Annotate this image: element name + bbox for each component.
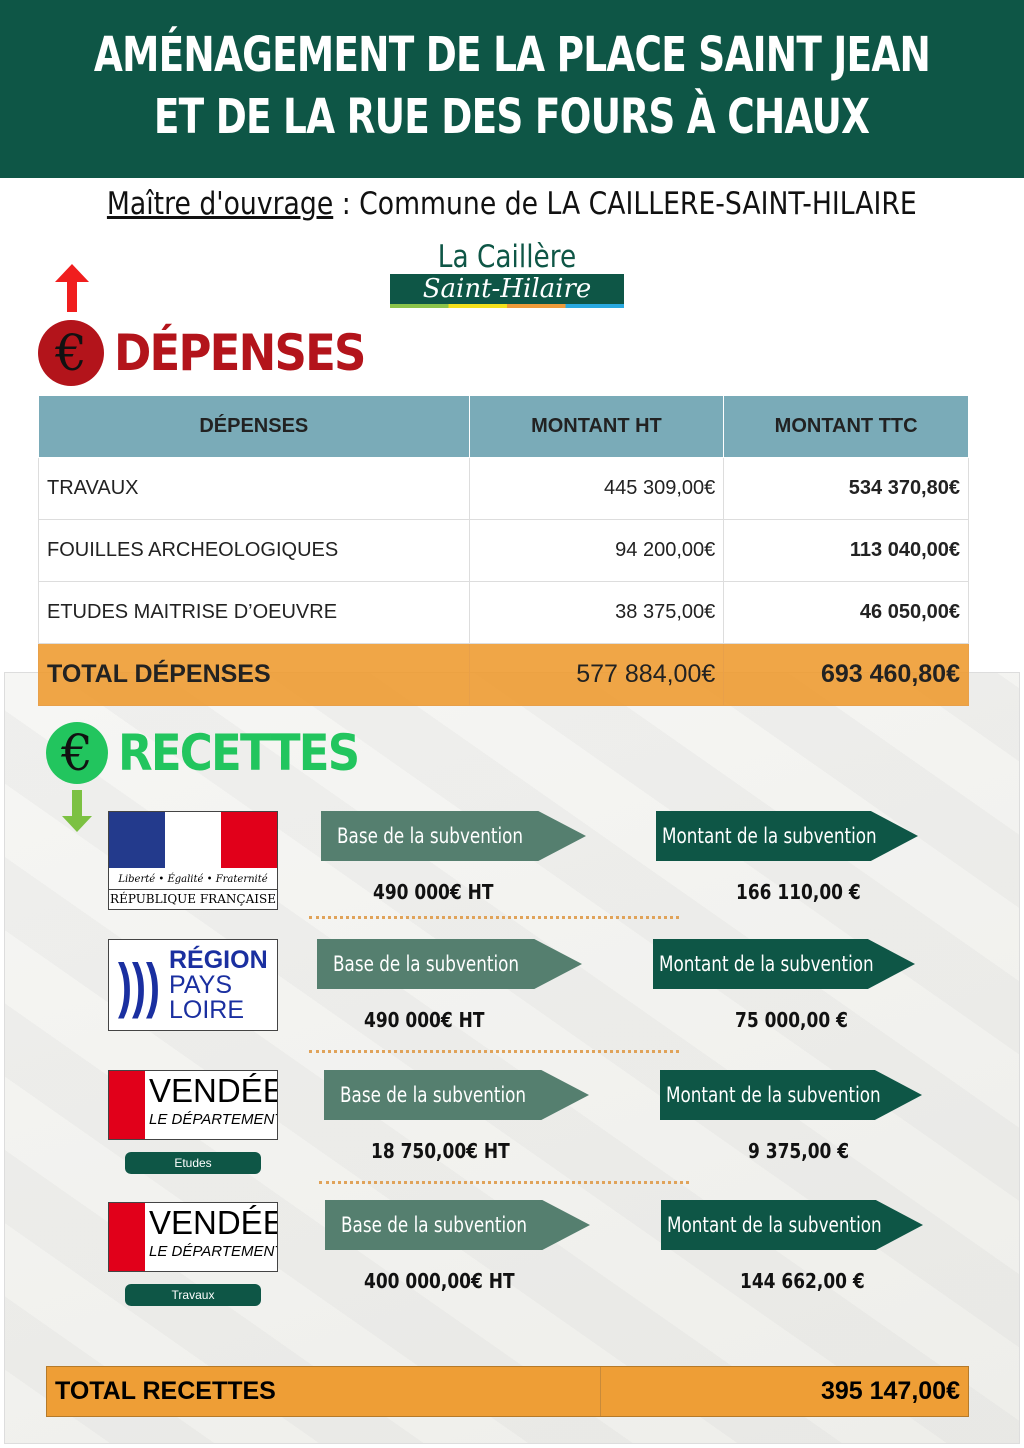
base-label: Base de la subvention bbox=[325, 1200, 590, 1250]
cell: 38 375,00€ bbox=[468, 581, 725, 644]
org-line: VENDÉE bbox=[149, 1072, 278, 1109]
region-pays-de-la-loire-logo: ))) RÉGION PAYS LOIRE bbox=[108, 939, 278, 1031]
recettes-title: RECETTES bbox=[118, 724, 360, 782]
cell: 693 460,80€ bbox=[723, 643, 969, 706]
tag-travaux: Travaux bbox=[125, 1284, 261, 1306]
title-line-2-text: ET DE LA RUE DES FOURS À CHAUX bbox=[154, 89, 870, 145]
depenses-title: DÉPENSES bbox=[114, 324, 366, 382]
org-line: PAYS bbox=[169, 970, 232, 999]
cell: 94 200,00€ bbox=[468, 519, 725, 582]
base-value: 18 750,00€ HT bbox=[371, 1139, 510, 1163]
org-line: LE DÉPARTEMENT bbox=[149, 1111, 278, 1128]
divider bbox=[309, 916, 679, 919]
col-header: MONTANT TTC bbox=[723, 395, 969, 458]
cell: 534 370,80€ bbox=[723, 457, 969, 520]
total-recettes-label: TOTAL RECETTES bbox=[47, 1367, 601, 1416]
base-label: Base de la subvention bbox=[317, 939, 582, 989]
montant-value: 75 000,00 € bbox=[735, 1008, 848, 1032]
montant-label: Montant de la subvention bbox=[661, 1200, 923, 1250]
total-row: TOTAL DÉPENSES 577 884,00€ 693 460,80€ bbox=[38, 643, 969, 706]
cell: 445 309,00€ bbox=[468, 457, 725, 520]
republique-francaise-logo: Liberté • Égalité • Fraternité RÉPUBLIQU… bbox=[108, 811, 278, 910]
org-line: VENDÉE bbox=[149, 1204, 278, 1241]
col-header: MONTANT HT bbox=[468, 395, 725, 458]
background-map bbox=[4, 672, 1020, 1444]
org-line: LOIRE bbox=[169, 995, 245, 1024]
tag-etudes: Etudes bbox=[125, 1152, 261, 1174]
cell: 46 050,00€ bbox=[723, 581, 969, 644]
org-name: RÉPUBLIQUE FRANÇAISE bbox=[109, 889, 277, 906]
cell: ETUDES MAITRISE D’OEUVRE bbox=[38, 581, 470, 644]
logo-line-1: La Caillère bbox=[437, 239, 577, 275]
project-owner: Maître d'ouvrage : Commune de LA CAILLER… bbox=[0, 186, 1024, 230]
vendee-departement-logo: VENDÉE LE DÉPARTEMENT bbox=[108, 1202, 278, 1272]
total-recettes: TOTAL RECETTES 395 147,00€ bbox=[46, 1366, 969, 1417]
base-label: Base de la subvention bbox=[324, 1070, 589, 1120]
cell: 113 040,00€ bbox=[723, 519, 969, 582]
logo-line-2: Saint-Hilaire bbox=[390, 274, 624, 304]
vendee-departement-logo: VENDÉE LE DÉPARTEMENT bbox=[108, 1070, 278, 1140]
title-line-2: ET DE LA RUE DES FOURS À CHAUX bbox=[0, 86, 1024, 148]
montant-label: Montant de la subvention bbox=[653, 939, 915, 989]
divider bbox=[319, 1181, 689, 1184]
montant-value: 144 662,00 € bbox=[740, 1269, 865, 1293]
org-motto: Liberté • Égalité • Fraternité bbox=[118, 874, 268, 885]
base-value: 490 000€ HT bbox=[373, 880, 494, 904]
cell: TRAVAUX bbox=[38, 457, 470, 520]
title-line-1: AMÉNAGEMENT DE LA PLACE SAINT JEAN bbox=[0, 24, 1024, 86]
euro-icon: € bbox=[46, 722, 108, 784]
owner-text: : Commune de LA CAILLERE-SAINT-HILAIRE bbox=[333, 186, 917, 222]
logo-color-bar bbox=[390, 304, 624, 308]
col-header: DÉPENSES bbox=[38, 395, 470, 458]
base-label: Base de la subvention bbox=[321, 811, 586, 861]
arrow-up-icon bbox=[55, 264, 89, 312]
montant-value: 9 375,00 € bbox=[748, 1139, 850, 1163]
total-recettes-value: 395 147,00€ bbox=[820, 1377, 960, 1405]
owner-label: Maître d'ouvrage bbox=[107, 186, 334, 222]
euro-icon: € bbox=[38, 320, 104, 386]
org-line: LE DÉPARTEMENT bbox=[149, 1243, 278, 1260]
cell: TOTAL DÉPENSES bbox=[38, 643, 470, 706]
page-header: AMÉNAGEMENT DE LA PLACE SAINT JEAN ET DE… bbox=[0, 0, 1024, 178]
base-value: 490 000€ HT bbox=[364, 1008, 485, 1032]
montant-label: Montant de la subvention bbox=[660, 1070, 922, 1120]
cell: FOUILLES ARCHEOLOGIQUES bbox=[38, 519, 470, 582]
table-row: TRAVAUX 445 309,00€ 534 370,80€ bbox=[38, 457, 969, 520]
recettes-heading: € RECETTES bbox=[46, 722, 385, 784]
table-row: ETUDES MAITRISE D’OEUVRE 38 375,00€ 46 050… bbox=[38, 581, 969, 644]
base-value: 400 000,00€ HT bbox=[364, 1269, 515, 1293]
table-row: FOUILLES ARCHEOLOGIQUES 94 200,00€ 113 040… bbox=[38, 519, 969, 582]
montant-label: Montant de la subvention bbox=[656, 811, 918, 861]
title-line-1-text: AMÉNAGEMENT DE LA PLACE SAINT JEAN bbox=[93, 27, 931, 83]
divider bbox=[309, 1050, 679, 1053]
arrow-down-icon bbox=[62, 790, 92, 832]
org-line: RÉGION bbox=[169, 945, 268, 974]
depenses-heading: € DÉPENSES bbox=[38, 320, 392, 386]
cell: 577 884,00€ bbox=[468, 643, 725, 706]
depenses-table: DÉPENSES MONTANT HT MONTANT TTC TRAVAUX 445… bbox=[38, 395, 969, 706]
montant-value: 166 110,00 € bbox=[736, 880, 861, 904]
commune-logo: La Caillère Saint-Hilaire bbox=[390, 240, 624, 308]
